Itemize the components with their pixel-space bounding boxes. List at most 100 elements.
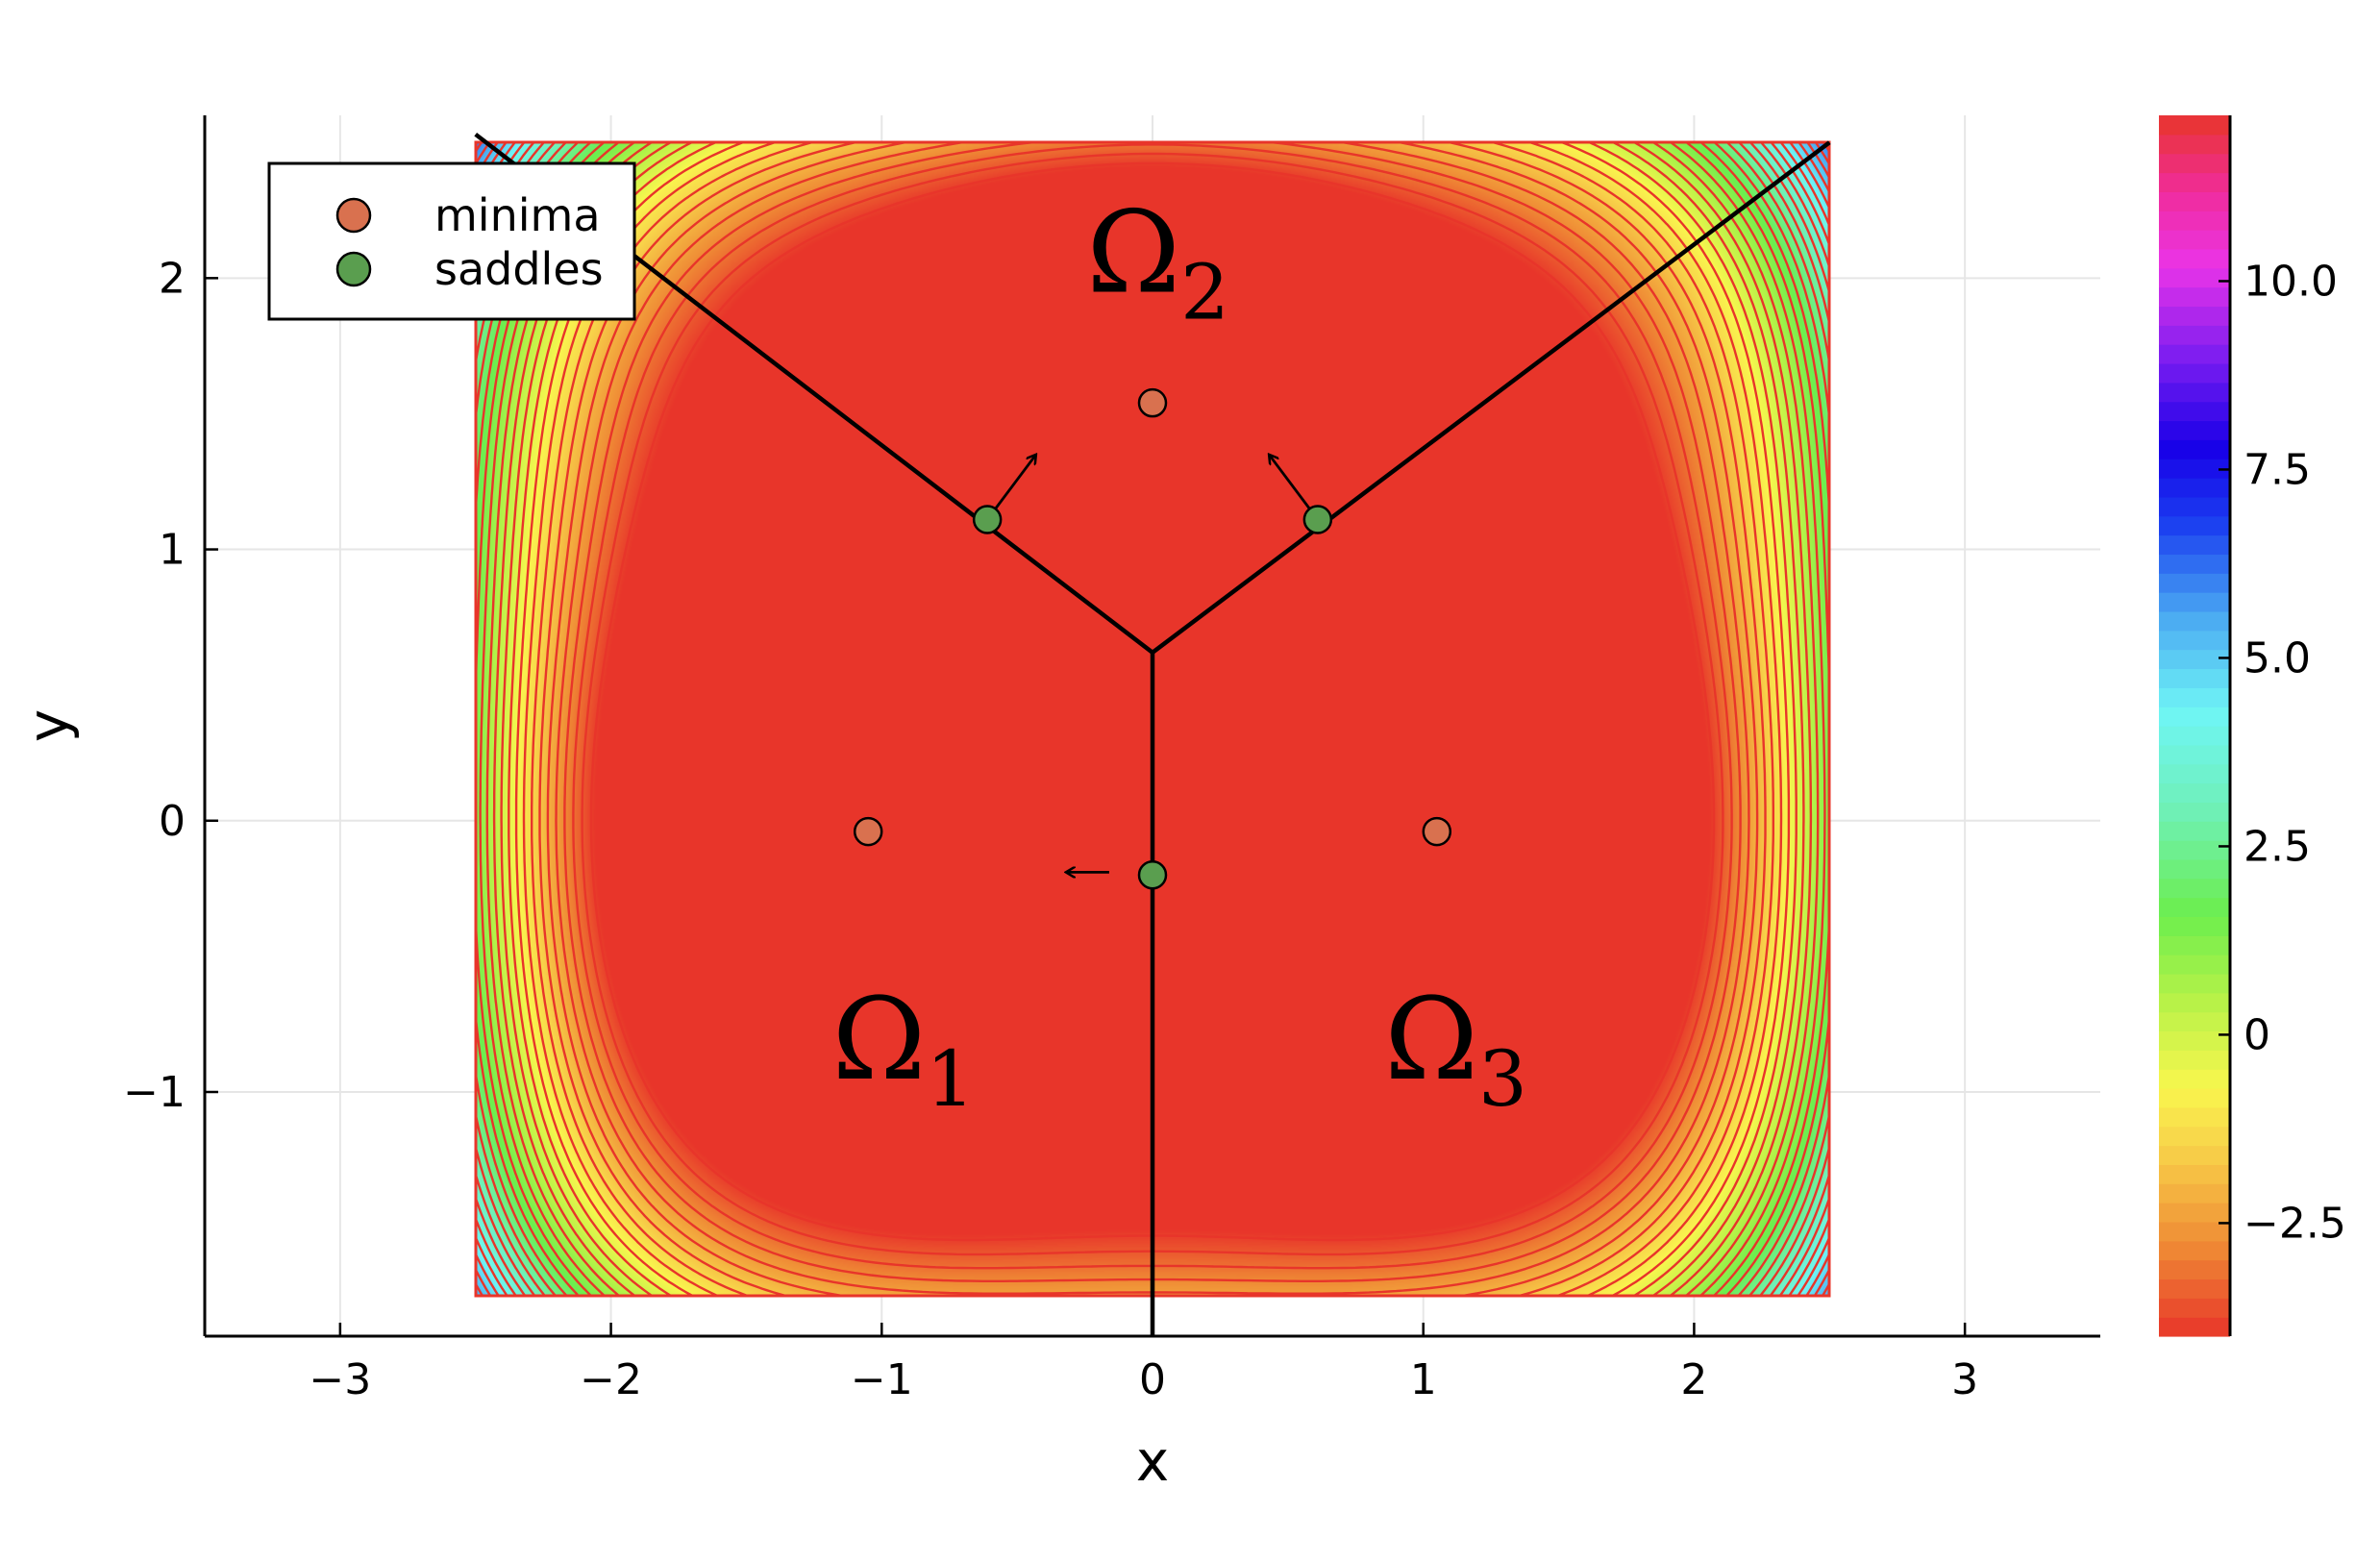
colorbar-band	[2159, 1259, 2230, 1280]
colorbar-tick-label: 10.0	[2244, 257, 2338, 306]
contour-line	[500, 141, 1805, 1297]
colorbar-band	[2159, 1317, 2230, 1337]
colorbar-band	[2159, 230, 2230, 250]
colorbar-band	[2159, 592, 2230, 612]
x-tick-label: −2	[580, 1355, 642, 1404]
contour-line	[555, 141, 1750, 1295]
colorbar-band	[2159, 211, 2230, 231]
x-tick-label: 2	[1680, 1355, 1707, 1404]
y-axis-label: y	[15, 709, 81, 742]
contour-line	[563, 141, 1742, 1282]
colorbar-band	[2159, 515, 2230, 536]
legend-box	[267, 161, 636, 321]
colorbar-band	[2159, 573, 2230, 593]
legend-label: minima	[434, 189, 601, 241]
colorbar-band	[2159, 726, 2230, 746]
colorbar-band	[2159, 630, 2230, 651]
colorbar-band	[2159, 1011, 2230, 1032]
critical-points	[853, 387, 1452, 890]
colorbar-band	[2159, 840, 2230, 860]
y-tick-label: −1	[123, 1068, 186, 1117]
y-tick-label: 1	[159, 526, 186, 575]
contour-line	[572, 143, 1733, 1270]
colorbar-band	[2159, 707, 2230, 727]
minimum-point	[1422, 816, 1452, 847]
colorbar-band	[2159, 1298, 2230, 1318]
contour-line	[581, 152, 1724, 1256]
colorbar-band	[2159, 1030, 2230, 1051]
legend-label: saddles	[434, 243, 604, 295]
colorbar-tick-label: 5.0	[2244, 633, 2311, 682]
colorbar-band	[2159, 439, 2230, 459]
y-tick-label: 2	[159, 254, 186, 303]
boundary-line	[1151, 140, 1831, 655]
colorbar-band	[2159, 325, 2230, 345]
colorbar-band	[2159, 1069, 2230, 1089]
colorbar-band	[2159, 1126, 2230, 1147]
x-axis-label: x	[1136, 1428, 1169, 1494]
colorbar-band	[2159, 191, 2230, 211]
contour-lines	[474, 140, 1831, 1298]
colorbar-band	[2159, 382, 2230, 403]
colorbar-band	[2159, 1088, 2230, 1108]
colorbar-band	[2159, 916, 2230, 936]
colorbar-band	[2159, 821, 2230, 841]
colorbar-band	[2159, 878, 2230, 899]
colorbar-band	[2159, 1278, 2230, 1299]
contour-line	[522, 141, 1783, 1297]
minimum-point	[853, 816, 883, 847]
colorbar-tick-label: 2.5	[2244, 822, 2311, 871]
colorbar-band	[2159, 362, 2230, 384]
colorbar: −2.5 0 2.5 5.0 7.5 10.0	[2159, 115, 2346, 1337]
colorbar-band	[2159, 496, 2230, 517]
colorbar-band	[2159, 115, 2230, 136]
colorbar-band	[2159, 554, 2230, 574]
minimum-point	[1137, 387, 1168, 418]
colorbar-band	[2159, 1183, 2230, 1203]
x-tick-label: 1	[1410, 1355, 1437, 1404]
saddle-point	[1302, 505, 1333, 534]
region-label: Ω2	[1086, 186, 1229, 336]
colorbar-band	[2159, 1203, 2230, 1223]
x-tick-label: −1	[851, 1355, 913, 1404]
colorbar-band	[2159, 763, 2230, 784]
saddle-point	[972, 505, 1003, 534]
y-tick-label: 0	[159, 797, 186, 846]
contour-line	[589, 161, 1716, 1242]
colorbar-band	[2159, 992, 2230, 1013]
colorbar-band	[2159, 478, 2230, 498]
colorbar-band	[2159, 1164, 2230, 1184]
colorbar-band	[2159, 858, 2230, 880]
axes: −3 −2 −1 0 1 2 3 −1 0 1 2 x y	[15, 115, 2100, 1494]
region-labels: Ω1 Ω2 Ω3	[831, 186, 1526, 1123]
saddle-point	[1137, 859, 1168, 890]
colorbar-band	[2159, 1240, 2230, 1261]
contour-line	[479, 141, 1826, 1297]
colorbar-band	[2159, 420, 2230, 440]
colorbar-band	[2159, 610, 2230, 632]
region-label: Ω1	[831, 973, 975, 1124]
colorbar-band	[2159, 668, 2230, 688]
colorbar-band	[2159, 687, 2230, 707]
colorbar-band	[2159, 802, 2230, 822]
colorbar-band	[2159, 782, 2230, 803]
colorbar-band	[2159, 459, 2230, 479]
colorbar-band	[2159, 153, 2230, 174]
colorbar-band	[2159, 973, 2230, 994]
contour-line	[514, 141, 1791, 1297]
legend-marker	[335, 251, 372, 287]
colorbar-band	[2159, 1221, 2230, 1242]
colorbar-band	[2159, 344, 2230, 364]
colorbar-band	[2159, 1106, 2230, 1128]
colorbar-band	[2159, 401, 2230, 422]
contour-line	[546, 141, 1759, 1297]
region-label: Ω3	[1384, 973, 1527, 1124]
colorbar-band	[2159, 267, 2230, 288]
x-tick-label: 0	[1139, 1355, 1166, 1404]
x-tick-label: −3	[309, 1355, 371, 1404]
colorbar-band	[2159, 306, 2230, 326]
contour-line	[538, 141, 1767, 1297]
colorbar-band	[2159, 286, 2230, 308]
colorbar-band	[2159, 134, 2230, 155]
